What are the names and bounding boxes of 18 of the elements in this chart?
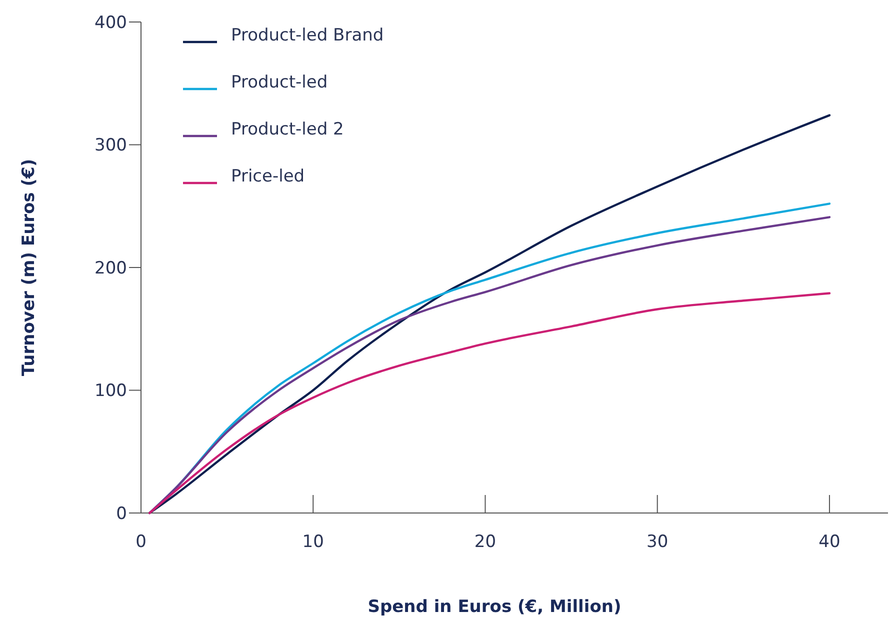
legend-label: Product-led 2 [231, 119, 344, 140]
y-axis-title: Turnover (m) Euros (€) [19, 158, 39, 376]
x-tick-label: 30 [646, 532, 668, 552]
line-series [148, 114, 831, 514]
x-tick-label: 10 [302, 532, 324, 552]
y-tick-label: 0 [116, 504, 127, 524]
x-tick-label: 40 [818, 532, 840, 552]
y-tick-label: 100 [94, 381, 127, 402]
y-tick-label: 400 [94, 12, 127, 33]
x-axis-title: Spend in Euros (€, Million) [368, 597, 622, 617]
x-tick-label: 0 [136, 532, 146, 552]
y-tick-label: 300 [94, 136, 127, 156]
line-series [148, 292, 831, 514]
y-tick-label: 200 [94, 258, 127, 278]
x-tick-label: 20 [474, 532, 496, 552]
legend-label: Product-led [231, 72, 328, 92]
legend-label: Product-led Brand [231, 25, 384, 46]
legend-label: Price-led [231, 166, 305, 186]
